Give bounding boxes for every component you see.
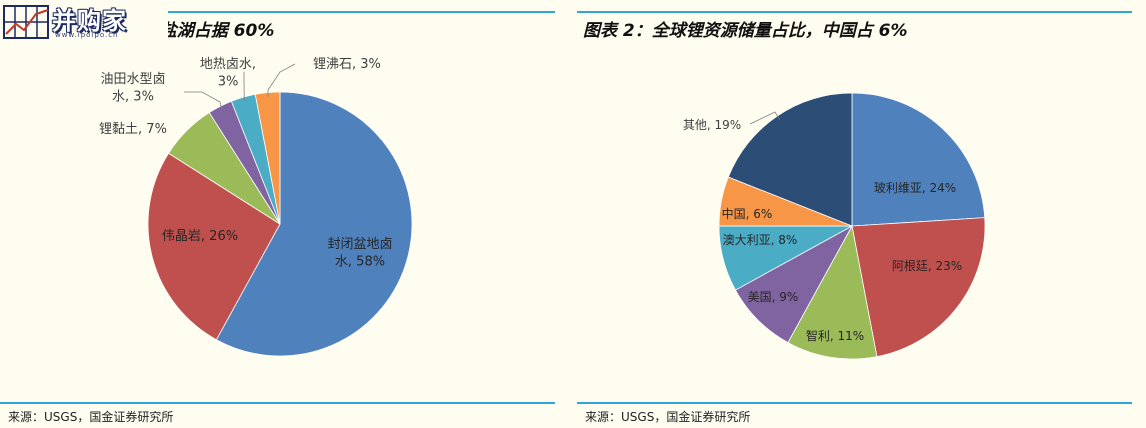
data-label: 美国, 9% bbox=[748, 290, 799, 304]
pie-slice-玻利维亚 bbox=[851, 92, 986, 227]
pie-slice-封闭盆地卤水 bbox=[215, 91, 413, 357]
data-label: 玻利维亚, 24% bbox=[874, 181, 956, 195]
data-label: 封闭盆地卤水, 58% bbox=[327, 236, 392, 270]
pie-chart-left: 封闭盆地卤水, 58% 伟晶岩, 26% 锂黏土, 7% 油田水型卤水, 3% 地热卤水… bbox=[99, 56, 413, 357]
chart-source: 来源：USGS，国金证券研究所 bbox=[585, 410, 751, 424]
pie-slice-智利 bbox=[787, 224, 878, 360]
pie-slice-伟晶岩 bbox=[147, 152, 281, 341]
data-label: 地热卤水, 3% bbox=[200, 56, 256, 90]
data-label: 其他, 19% bbox=[683, 118, 741, 132]
pie-chart-right: 玻利维亚, 24% 阿根廷, 23% 智利, 11% 美国, 9% 澳大利亚, 8% 中国… bbox=[683, 92, 986, 360]
pie-slice-锂沸石 bbox=[254, 91, 281, 225]
data-label: 锂黏土, 7% bbox=[99, 121, 167, 137]
logo-text: 并购家 bbox=[52, 7, 127, 35]
chart-panel-left: 图表 1：全球锂资源盐湖占据 60% 封闭盆地卤水, 58%伟晶岩, 26%锂黏… bbox=[0, 0, 555, 428]
chart-source: 来源：USGS，国金证券研究所 bbox=[8, 410, 174, 424]
watermark-logo: 并购家 www.ipoipo.cn bbox=[0, 0, 168, 44]
top-rule bbox=[0, 11, 555, 13]
bottom-rule bbox=[0, 402, 555, 404]
building-icon bbox=[3, 5, 49, 39]
pie-slice-阿根廷 bbox=[851, 217, 986, 358]
data-label: 中国, 6% bbox=[722, 206, 773, 221]
data-label: 阿根廷, 23% bbox=[892, 259, 962, 273]
chart-title: 图表 2：全球锂资源储量占比，中国占 6% bbox=[583, 21, 908, 41]
leader-line bbox=[267, 63, 296, 97]
leader-line bbox=[749, 111, 780, 125]
logo-url: www.ipoipo.cn bbox=[55, 31, 119, 39]
bottom-rule bbox=[577, 402, 1132, 404]
data-label: 油田水型卤水, 3% bbox=[100, 71, 165, 105]
top-rule bbox=[577, 11, 1132, 13]
data-label: 伟晶岩, 26% bbox=[162, 229, 238, 244]
chart-panel-right: 图表 2：全球锂资源储量占比，中国占 6% 玻利维亚, 24% 阿根廷, 23% 智… bbox=[577, 0, 1132, 428]
leader-line bbox=[184, 91, 223, 111]
data-label: 智利, 11% bbox=[806, 328, 864, 343]
data-label: 澳大利亚, 8% bbox=[723, 233, 798, 247]
data-label: 锂沸石, 3% bbox=[313, 57, 381, 72]
